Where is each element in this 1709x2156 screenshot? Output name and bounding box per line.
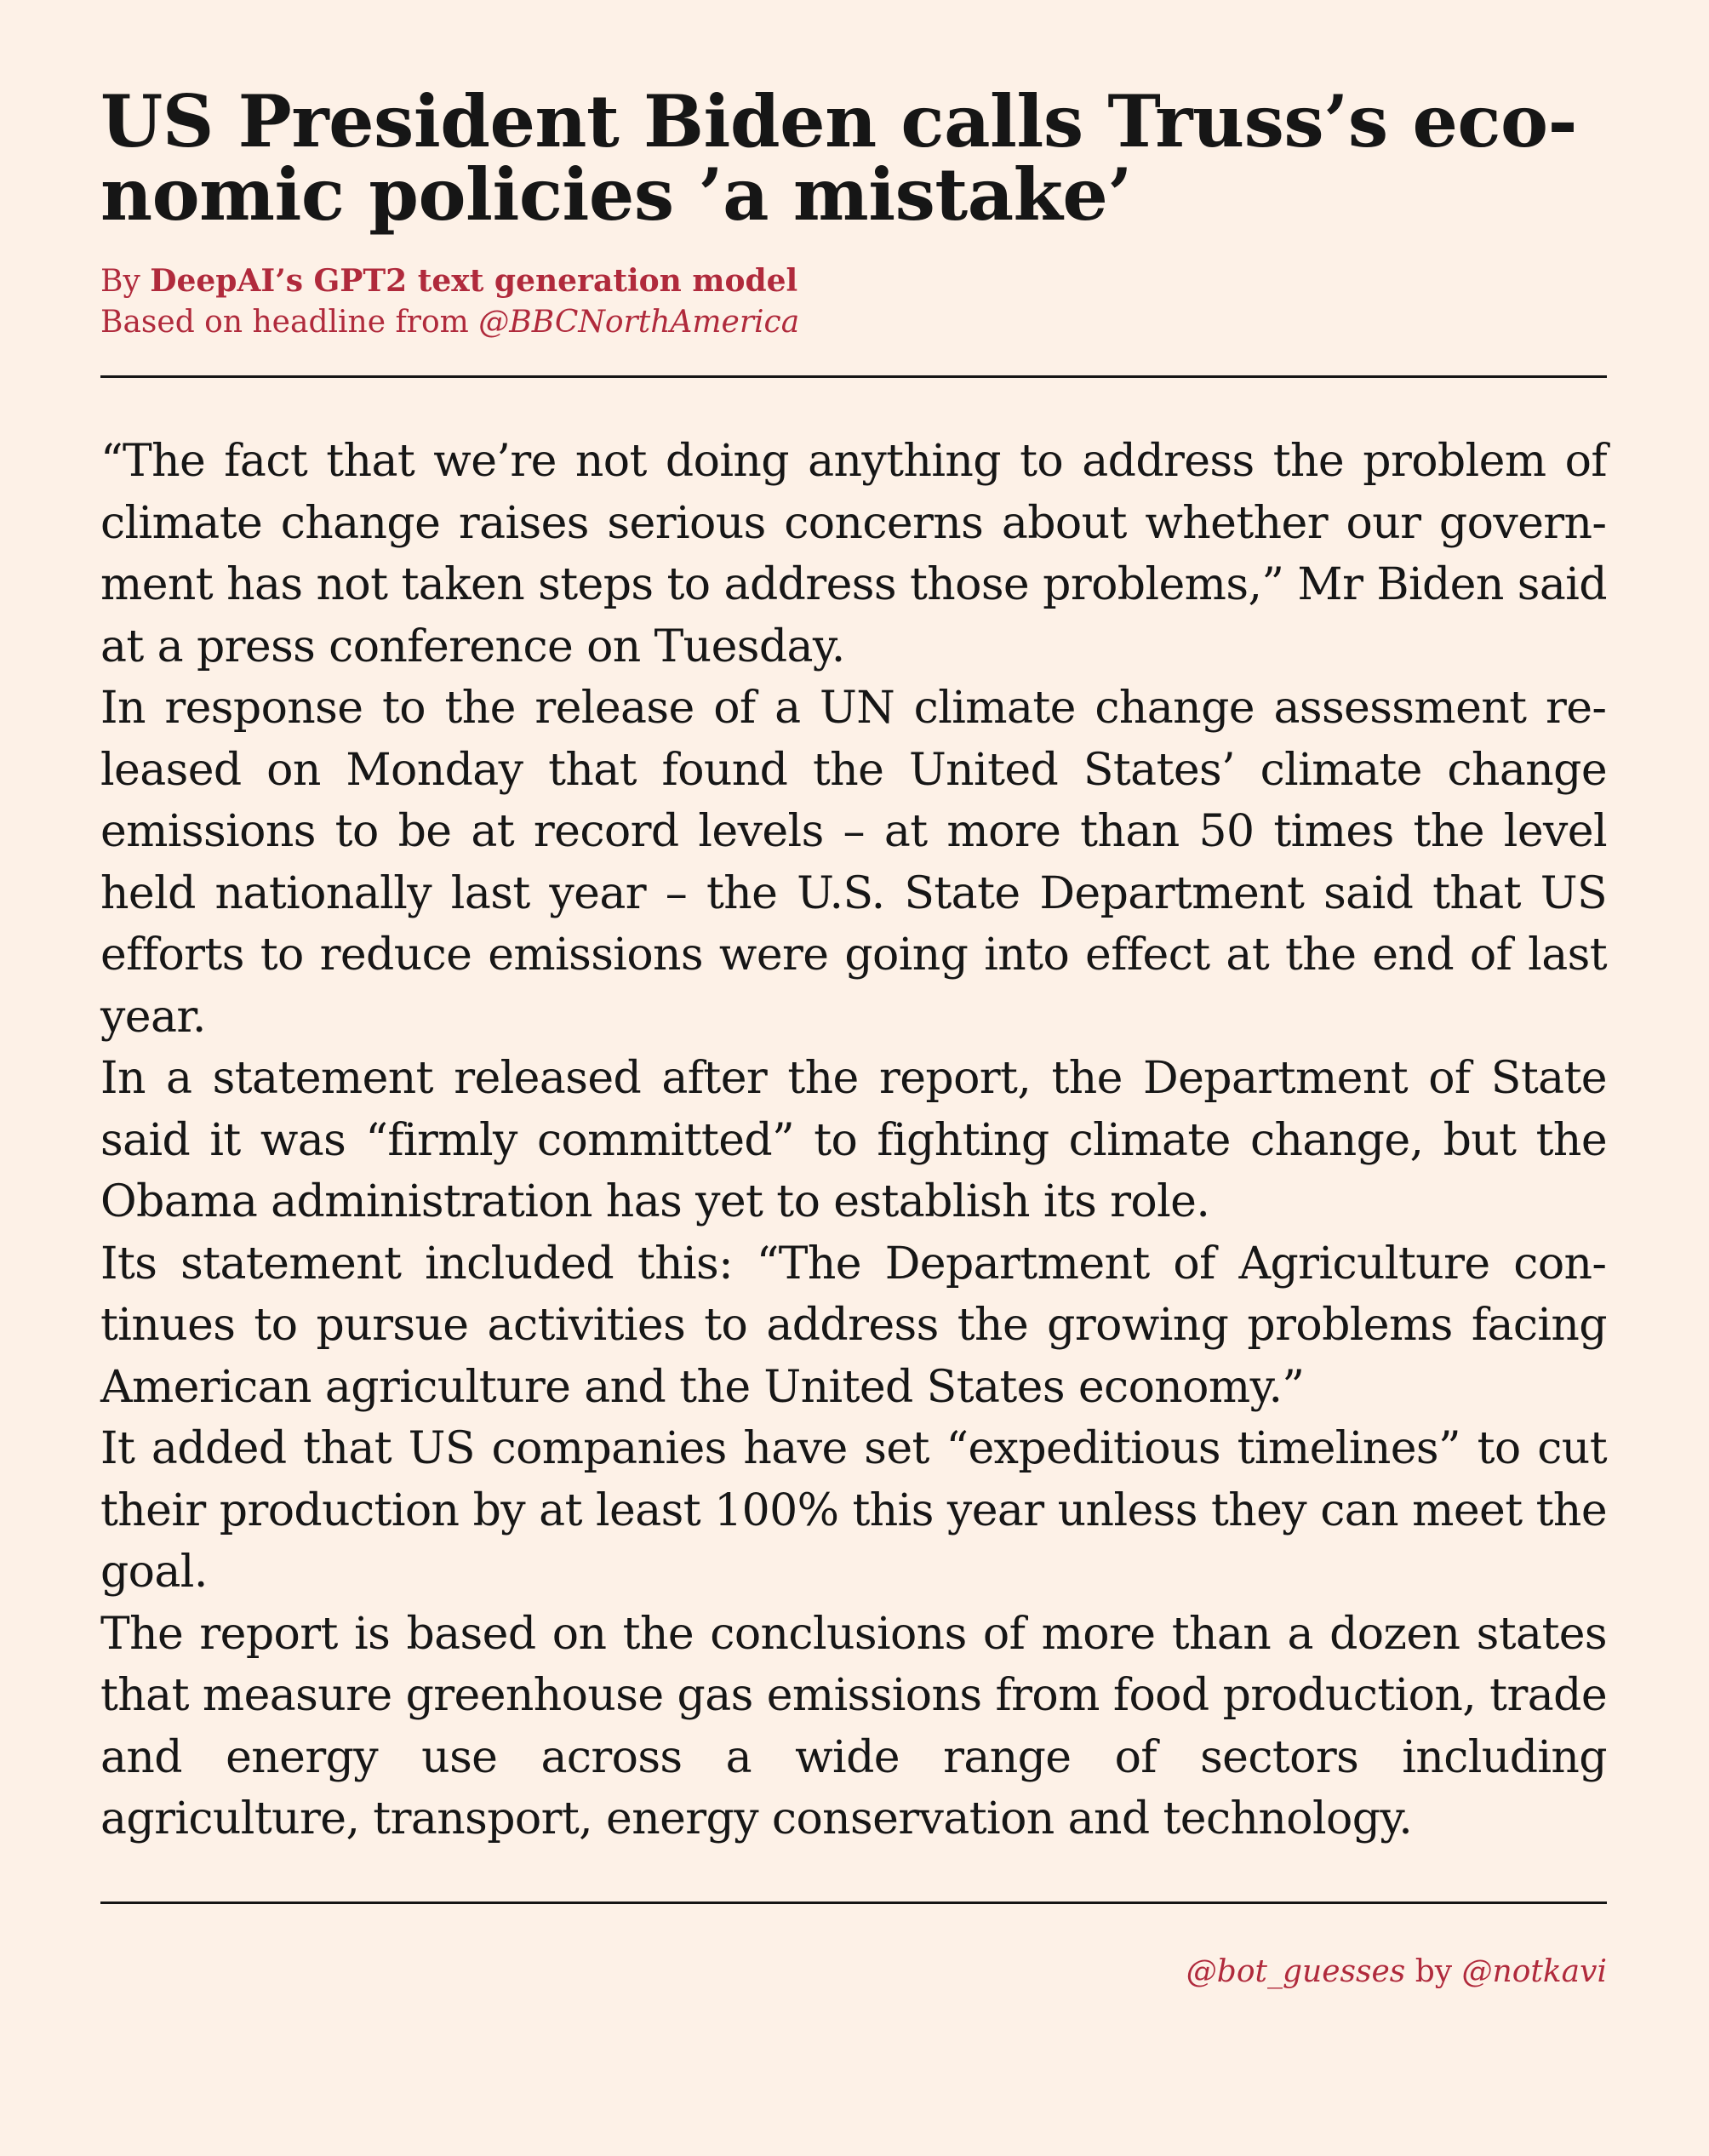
paragraph: In a statement released after the report… bbox=[100, 1053, 1608, 1227]
paragraph: The report is based on the conclusions o… bbox=[100, 1608, 1608, 1845]
paragraph: “The fact that we’re not doing anything … bbox=[100, 436, 1608, 672]
top-divider bbox=[100, 375, 1607, 378]
author-handle-link[interactable]: @notkavi bbox=[1461, 1953, 1607, 1989]
byline-prefix: By bbox=[100, 264, 151, 299]
source-line: Based on headline from @BBCNorthAmerica bbox=[100, 302, 1607, 343]
footer-credit: @bot_guesses by @notkavi bbox=[100, 1953, 1607, 1991]
paragraph: In response to the release of a UN clima… bbox=[100, 683, 1608, 1043]
article-page: US President Biden calls Truss’s eco­nom… bbox=[100, 79, 1608, 1991]
footer-by: by bbox=[1405, 1953, 1462, 1989]
bot-handle-link[interactable]: @bot_guesses bbox=[1186, 1953, 1406, 1989]
bottom-divider bbox=[100, 1901, 1607, 1904]
article-body: “The fact that we’re not doing anything … bbox=[100, 431, 1608, 1850]
source-handle-link[interactable]: @BBCNorthAmerica bbox=[478, 305, 800, 340]
paragraph: Its statement included this: “The Depart… bbox=[100, 1238, 1608, 1413]
author-line: By DeepAI’s GPT2 text generation model bbox=[100, 260, 1607, 302]
source-prefix: Based on headline from bbox=[100, 305, 479, 340]
byline: By DeepAI’s GPT2 text generation model B… bbox=[100, 260, 1607, 343]
headline: US President Biden calls Truss’s eco­nom… bbox=[100, 79, 1578, 237]
paragraph: It added that US companies have set “exp… bbox=[100, 1423, 1608, 1598]
byline-author: DeepAI’s GPT2 text generation model bbox=[150, 263, 798, 299]
